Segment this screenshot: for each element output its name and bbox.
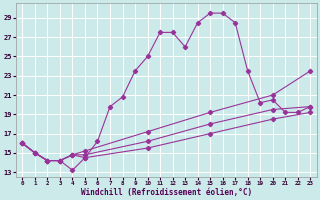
X-axis label: Windchill (Refroidissement éolien,°C): Windchill (Refroidissement éolien,°C) <box>81 188 252 197</box>
